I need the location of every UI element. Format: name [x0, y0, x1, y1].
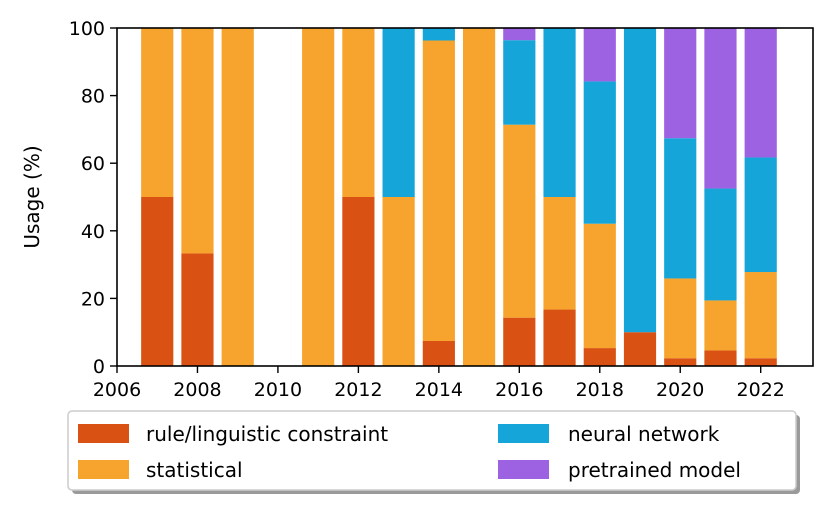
y-tick-label: 0: [93, 356, 105, 378]
x-tick-label: 2012: [334, 379, 382, 401]
bar-2021-series-1: [704, 300, 737, 351]
bar-2021-series-2: [704, 188, 737, 301]
bar-2019-series-0: [623, 332, 657, 366]
bar-2013-series-2: [382, 28, 415, 197]
bar-2022-series-0: [744, 358, 777, 366]
x-tick-label: 2022: [737, 379, 785, 401]
x-tick-label: 2016: [495, 379, 543, 401]
bar-2011-series-1: [302, 28, 335, 366]
bar-2020-series-3: [664, 28, 697, 139]
bar-2021-series-0: [704, 350, 737, 366]
y-tick-label: 40: [81, 221, 105, 243]
bar-2014-series-1: [422, 40, 455, 341]
bar-2018-series-2: [583, 81, 616, 224]
y-tick-label: 60: [81, 153, 105, 175]
legend-label-pretrained: pretrained model: [568, 458, 741, 482]
x-tick-label: 2008: [173, 379, 221, 401]
bar-2013-series-1: [382, 197, 415, 366]
bar-2016-series-0: [503, 317, 536, 366]
bar-2009-series-1: [221, 28, 254, 366]
bar-2020-series-2: [664, 138, 697, 279]
legend-box: [67, 410, 797, 491]
bar-2008-series-1: [181, 28, 214, 254]
bar-2017-series-1: [543, 197, 576, 310]
bar-2014-series-2: [422, 28, 455, 41]
legend-swatch-rule: [78, 424, 129, 443]
bar-2017-series-2: [543, 28, 576, 197]
bar-2016-series-3: [503, 28, 536, 41]
legend-label-statistical: statistical: [146, 458, 243, 482]
bar-2016-series-1: [503, 124, 536, 318]
bar-2014-series-0: [422, 340, 455, 366]
bars-layer: [141, 28, 777, 366]
bar-2012-series-0: [342, 197, 375, 366]
y-tick-label: 80: [81, 86, 105, 108]
bar-2007-series-1: [141, 28, 174, 197]
bar-2022-series-1: [744, 272, 777, 359]
bar-2012-series-1: [342, 28, 375, 197]
bar-2019-series-2: [623, 28, 657, 333]
y-axis: 0 20 40 60 80 100: [69, 18, 117, 378]
plot-frame: [116, 27, 814, 367]
y-axis-label: Usage (%): [20, 145, 44, 248]
legend-label-rule: rule/linguistic constraint: [146, 422, 388, 446]
legend-label-neural: neural network: [568, 422, 720, 446]
bar-2021-series-3: [704, 28, 737, 189]
bar-2018-series-1: [583, 223, 616, 349]
y-tick-label: 20: [81, 288, 105, 310]
bar-2018-series-3: [583, 28, 616, 82]
x-tick-label: 2018: [576, 379, 624, 401]
bar-2008-series-0: [181, 253, 214, 366]
bar-2020-series-0: [664, 358, 697, 366]
bar-2018-series-0: [583, 348, 616, 366]
bar-2015-series-1: [462, 28, 496, 366]
bar-2007-series-0: [141, 197, 174, 366]
bar-2022-series-3: [744, 28, 777, 158]
x-tick-label: 2010: [254, 379, 302, 401]
bar-2017-series-0: [543, 309, 576, 366]
legend: rule/linguistic constraint statistical n…: [67, 410, 800, 494]
x-axis: 2006 2008 2010 2012 2014 2016 2018 2020 2022: [93, 366, 785, 401]
bar-2022-series-2: [744, 157, 777, 273]
x-tick-label: 2014: [415, 379, 463, 401]
legend-swatch-statistical: [78, 460, 129, 479]
legend-swatch-neural: [498, 424, 549, 443]
bar-2020-series-1: [664, 278, 697, 359]
y-tick-label: 100: [69, 18, 105, 40]
bar-2016-series-2: [503, 40, 536, 125]
x-tick-label: 2020: [656, 379, 704, 401]
legend-swatch-pretrained: [498, 460, 549, 479]
x-tick-label: 2006: [93, 379, 141, 401]
